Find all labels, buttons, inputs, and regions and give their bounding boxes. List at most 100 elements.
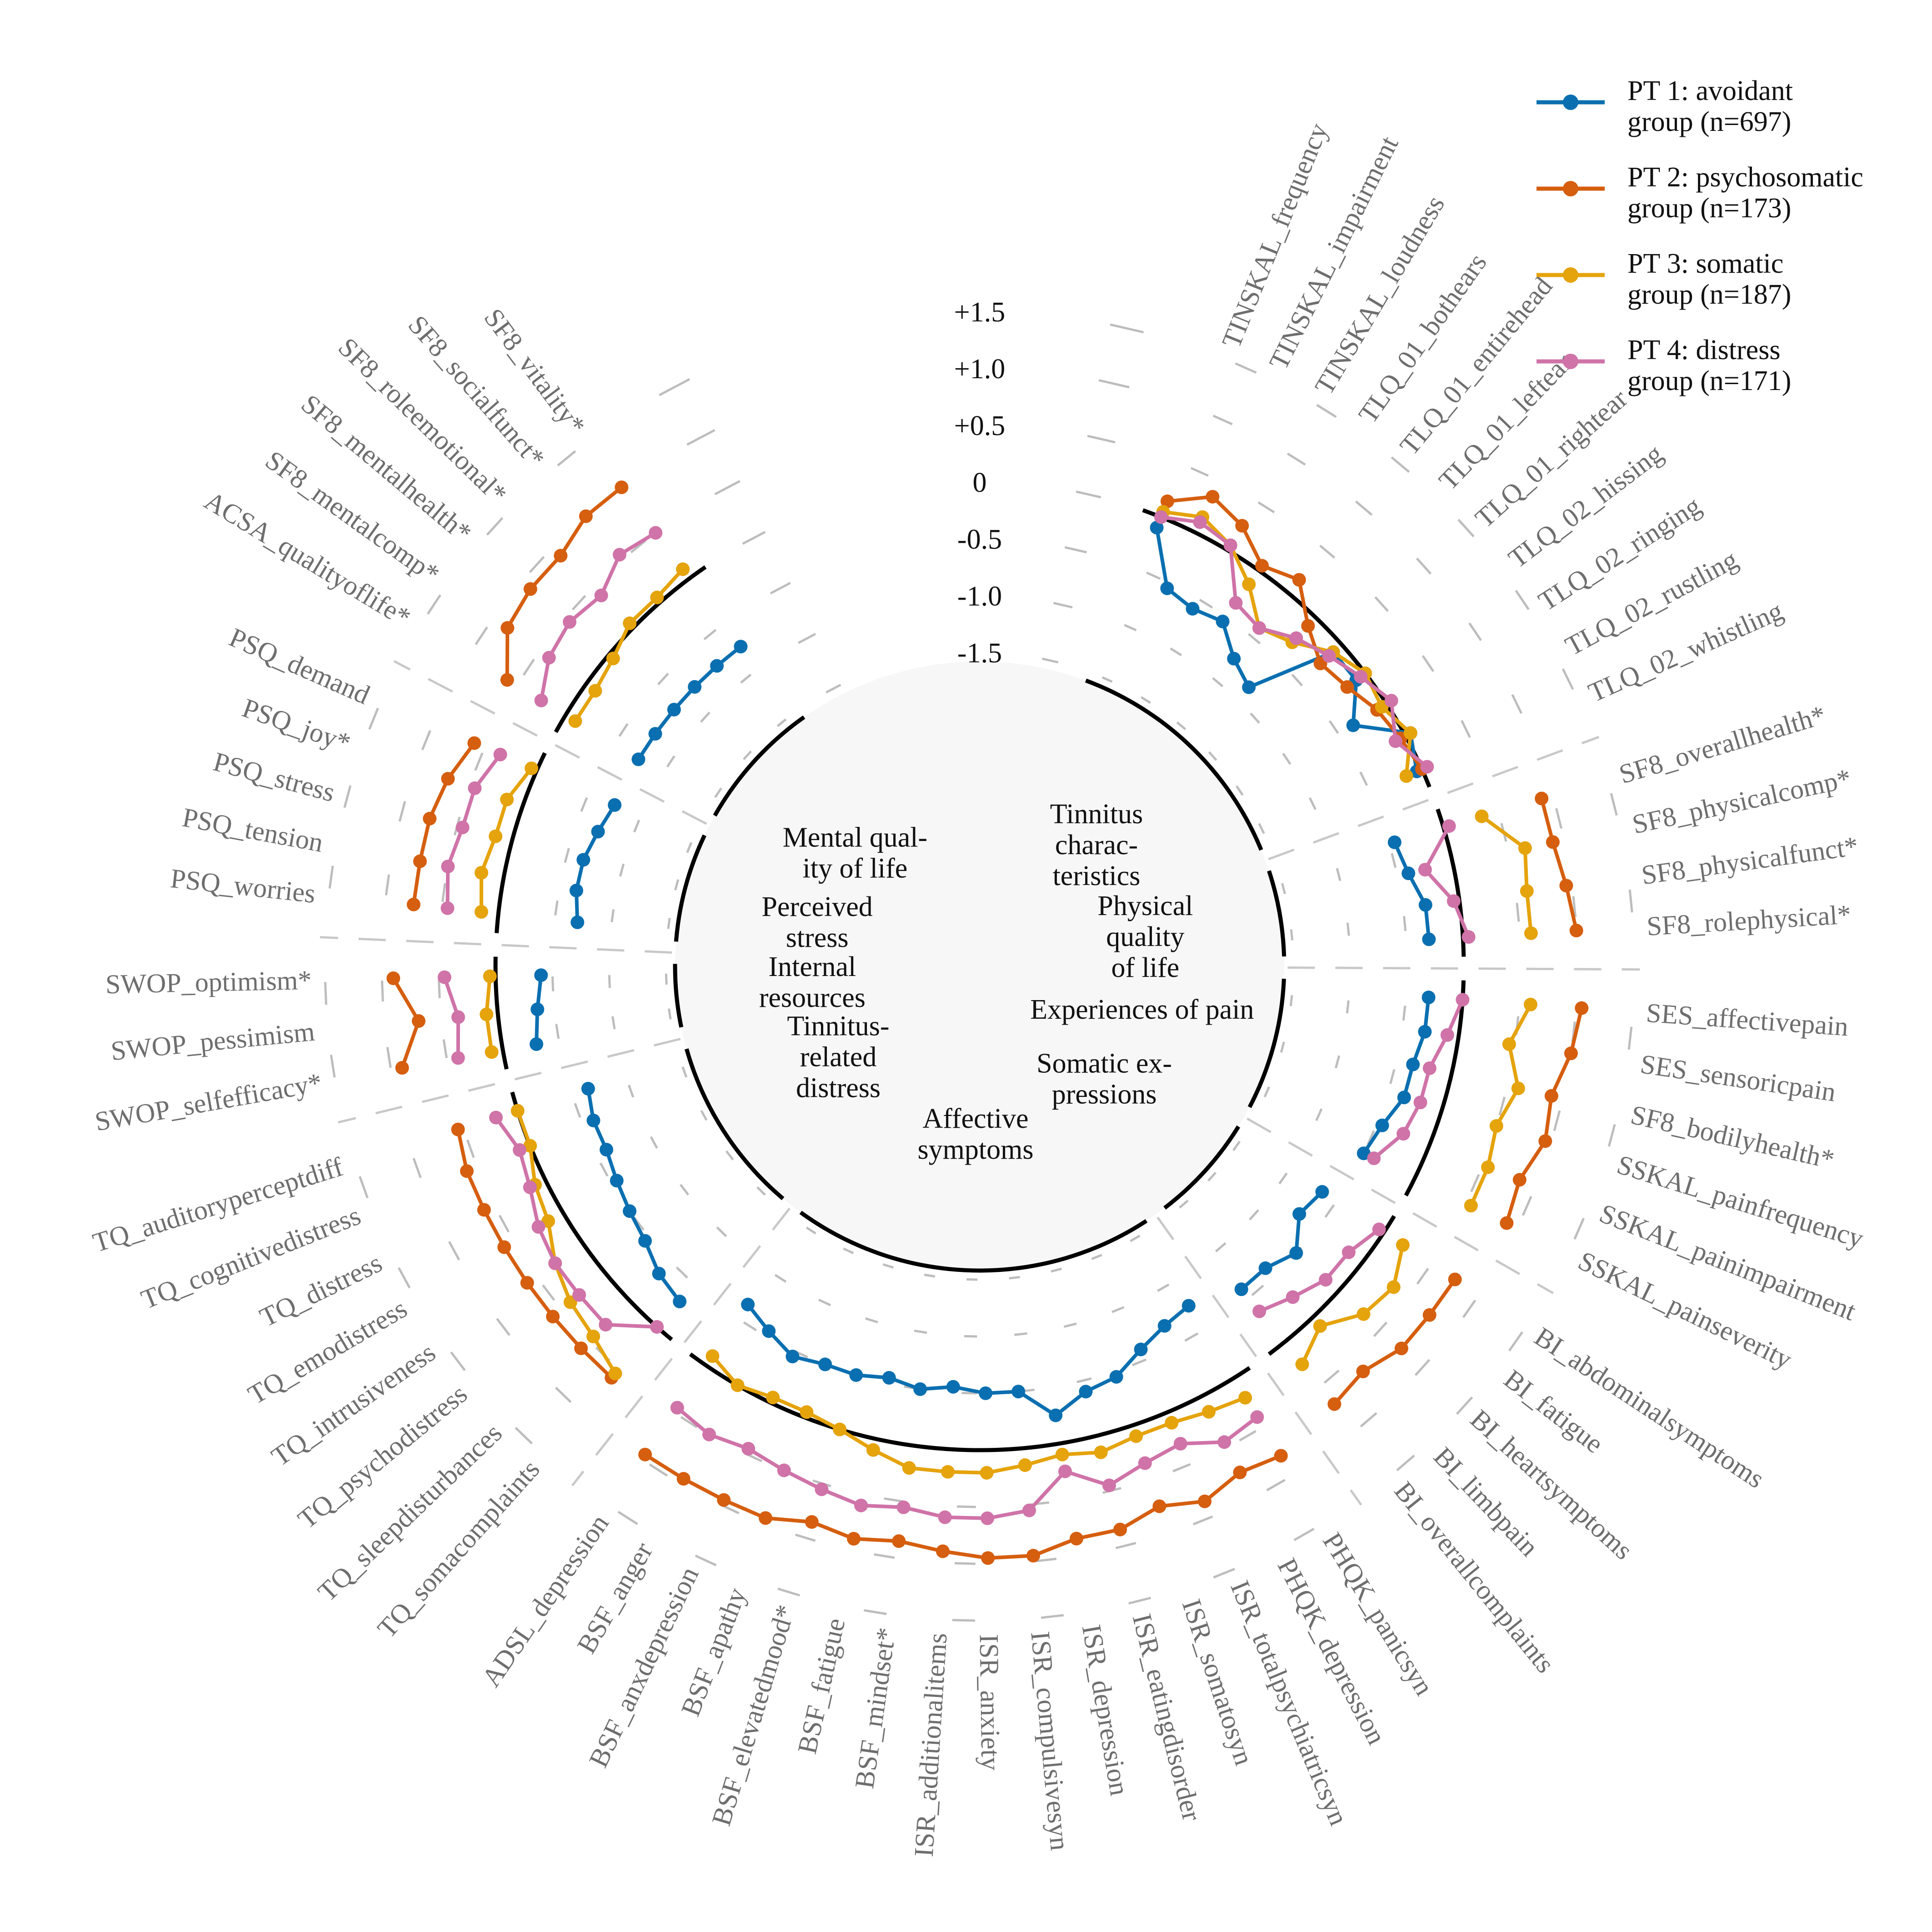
guide-dash — [1421, 655, 1435, 672]
data-point — [586, 1330, 601, 1343]
inner-disc-layer — [673, 661, 1286, 1273]
data-point — [1340, 680, 1354, 694]
guide-dash — [924, 1273, 936, 1278]
guide-dash — [1146, 571, 1161, 580]
domain-separator — [1268, 736, 1600, 861]
guide-dash — [1391, 853, 1397, 868]
guide-dash — [1014, 1332, 1027, 1336]
data-point — [1011, 1385, 1026, 1399]
data-point — [896, 1500, 911, 1514]
data-point — [1448, 1272, 1462, 1286]
domain-label: Experiences of pain — [1030, 994, 1254, 1025]
guide-dash — [441, 883, 446, 902]
guide-dash — [1063, 1322, 1077, 1328]
data-point — [493, 747, 507, 761]
domain-separator — [393, 660, 707, 825]
guide-dash — [703, 629, 717, 641]
data-point — [649, 526, 663, 540]
series-line — [676, 1406, 1258, 1520]
guide-dash — [574, 1103, 581, 1118]
tick-mark — [770, 582, 791, 595]
guide-dash — [1456, 1396, 1473, 1415]
data-point — [395, 1061, 409, 1075]
guide-dash — [1346, 922, 1350, 936]
guide-dash — [1282, 753, 1291, 765]
data-point — [766, 1391, 780, 1405]
data-point — [1356, 1364, 1370, 1378]
guide-dash — [1316, 404, 1337, 418]
data-point — [1394, 1341, 1408, 1356]
variable-label: SES_affectivepain — [1645, 998, 1849, 1042]
data-point — [648, 727, 662, 741]
legend-label: group (n=171) — [1627, 365, 1791, 396]
data-point — [1292, 1207, 1306, 1221]
variable-label: TINSKAL_impairment — [1263, 131, 1404, 374]
data-point — [1354, 670, 1368, 684]
domain-arc-inner — [799, 1211, 1148, 1273]
series-line — [1258, 1228, 1381, 1313]
series-line — [1240, 1190, 1324, 1291]
guide-dash — [1115, 1542, 1136, 1549]
guide-dash — [1516, 902, 1520, 922]
guide-dash — [1522, 1196, 1532, 1216]
guide-dash — [1111, 1306, 1125, 1313]
guide-dash — [865, 1317, 878, 1323]
zero-arc — [1404, 980, 1466, 1197]
data-point — [594, 588, 608, 602]
guide-dash — [1359, 771, 1368, 786]
data-point — [1327, 1397, 1341, 1411]
data-point — [413, 854, 427, 868]
data-point — [777, 1463, 791, 1477]
guide-dash — [1319, 545, 1336, 559]
legend-label: PT 2: psychosomatic — [1627, 162, 1863, 193]
data-point — [1375, 1118, 1389, 1132]
guide-dash — [1190, 467, 1209, 477]
data-point — [1315, 1185, 1329, 1199]
data-point — [1134, 1342, 1148, 1356]
data-point — [468, 781, 482, 795]
guide-dash — [818, 1298, 831, 1306]
data-point — [451, 1010, 465, 1024]
data-point — [1403, 726, 1417, 740]
guide-dash — [1402, 1006, 1406, 1021]
guide-dash — [649, 1463, 668, 1477]
guide-dash — [667, 1008, 672, 1020]
data-point — [786, 1350, 800, 1363]
guide-dash — [555, 1024, 560, 1039]
data-point — [588, 684, 602, 698]
data-point — [1511, 1081, 1525, 1096]
data-point — [1198, 1494, 1212, 1508]
data-point — [475, 866, 488, 880]
guide-dash — [1179, 1200, 1189, 1209]
data-point — [667, 703, 681, 716]
guide-dash — [1212, 415, 1233, 425]
series-line — [1333, 1278, 1457, 1406]
guide-dash — [742, 751, 752, 761]
data-point — [1569, 924, 1583, 937]
data-point — [759, 1511, 772, 1525]
data-point — [902, 1461, 916, 1475]
guide-dash — [359, 1176, 369, 1199]
data-point — [610, 1174, 624, 1188]
data-point — [892, 1534, 906, 1548]
data-point — [1242, 577, 1256, 591]
variable-label: SF8_mentalcomp* — [260, 445, 445, 590]
data-point — [741, 1297, 755, 1311]
guide-dash — [1289, 995, 1293, 1006]
data-point — [513, 1143, 526, 1157]
guide-dash — [442, 1039, 448, 1058]
guide-dash — [1266, 1479, 1286, 1492]
guide-dash — [380, 980, 384, 1002]
guide-dash — [1416, 557, 1432, 575]
guide-dash — [437, 979, 441, 998]
domain-arc-inner — [674, 834, 706, 942]
data-point — [1322, 649, 1336, 663]
guide-dash — [515, 1426, 533, 1445]
data-point — [1367, 1151, 1381, 1165]
guide-dash — [386, 1047, 392, 1068]
guide-dash — [716, 1226, 727, 1237]
data-point — [1397, 1091, 1411, 1105]
data-point — [1341, 1245, 1356, 1259]
